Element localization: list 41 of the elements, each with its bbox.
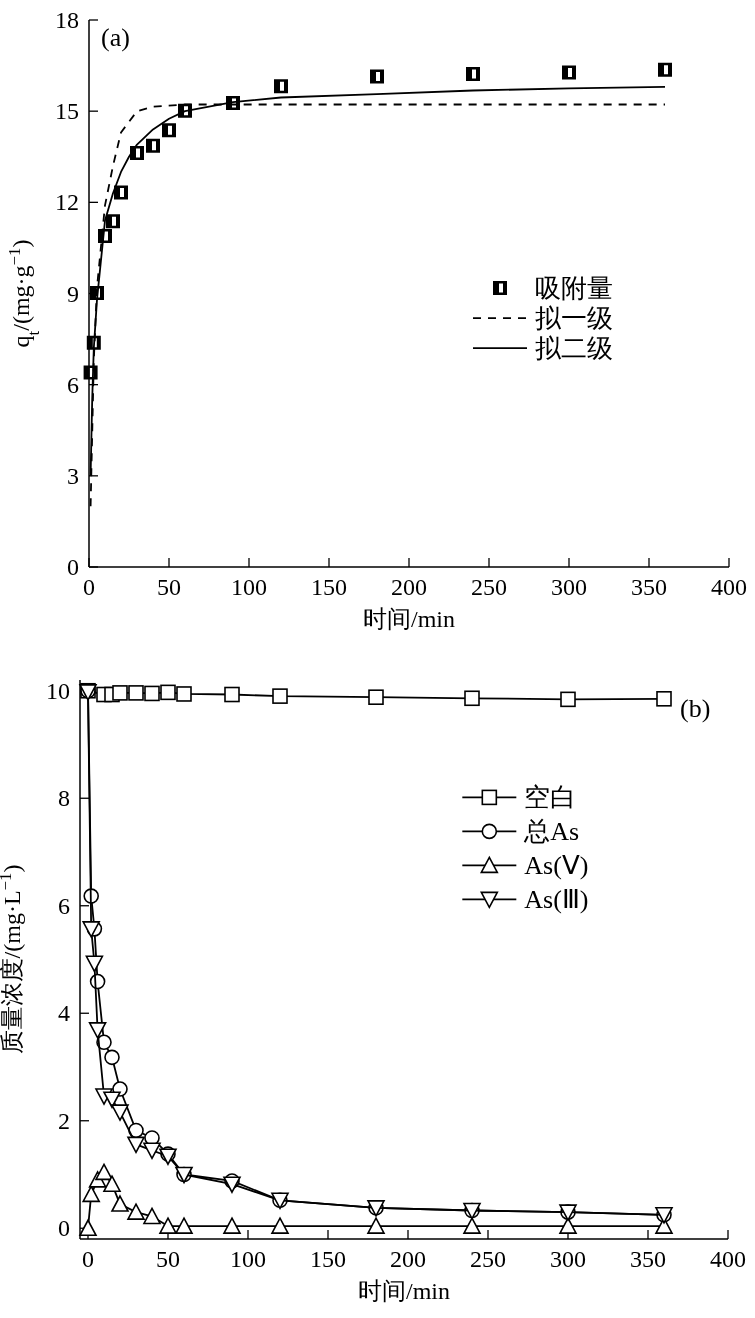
x-tick-label: 100 xyxy=(230,1246,266,1272)
y-tick-label: 18 xyxy=(55,7,79,33)
x-tick-label: 150 xyxy=(310,1246,346,1272)
y-tick-label: 0 xyxy=(58,1215,70,1242)
legend-label: 拟一级 xyxy=(535,304,613,334)
legend-label: As(Ⅲ) xyxy=(524,885,589,915)
legend-label: 拟二级 xyxy=(535,334,613,364)
text: (b) xyxy=(680,693,711,723)
x-tick-label: 50 xyxy=(156,1246,180,1272)
x-tick-label: 200 xyxy=(390,1246,426,1272)
x-tick-label: 350 xyxy=(631,574,667,600)
legend-label: 空白 xyxy=(524,783,577,813)
y-tick-label: 12 xyxy=(55,189,79,216)
x-tick-label: 300 xyxy=(550,1246,586,1272)
x-tick-label: 250 xyxy=(470,1246,506,1272)
x-tick-label: 400 xyxy=(711,574,747,600)
x-tick-label: 150 xyxy=(311,574,347,600)
legend-label: As(Ⅴ) xyxy=(524,851,589,881)
y-tick-label: 6 xyxy=(67,371,79,398)
x-tick-label: 250 xyxy=(471,574,507,600)
legend-label: 吸附量 xyxy=(535,274,613,304)
y-tick-label: 10 xyxy=(46,677,70,704)
y-tick-label: 15 xyxy=(55,98,79,125)
y-tick-label: 3 xyxy=(67,462,79,489)
x-tick-label: 400 xyxy=(710,1246,746,1272)
y-tick-label: 8 xyxy=(58,785,70,812)
x-tick-label: 200 xyxy=(391,574,427,600)
x-tick-label: 50 xyxy=(157,574,181,600)
x-tick-label: 300 xyxy=(551,574,587,600)
y-tick-label: 4 xyxy=(58,1000,70,1027)
y-tick-label: 9 xyxy=(67,280,79,307)
legend-label: 总As xyxy=(523,817,580,847)
x-axis-title: 时间/min xyxy=(357,1278,451,1304)
x-axis-title: 时间/min xyxy=(362,606,456,632)
chart-title: (a) xyxy=(101,23,130,52)
y-tick-label: 0 xyxy=(67,554,79,580)
x-tick-label: 350 xyxy=(630,1246,666,1272)
x-tick-label: 0 xyxy=(83,574,95,600)
x-tick-label: 100 xyxy=(231,574,267,600)
y-tick-label: 6 xyxy=(58,892,70,919)
y-tick-label: 2 xyxy=(58,1107,70,1134)
